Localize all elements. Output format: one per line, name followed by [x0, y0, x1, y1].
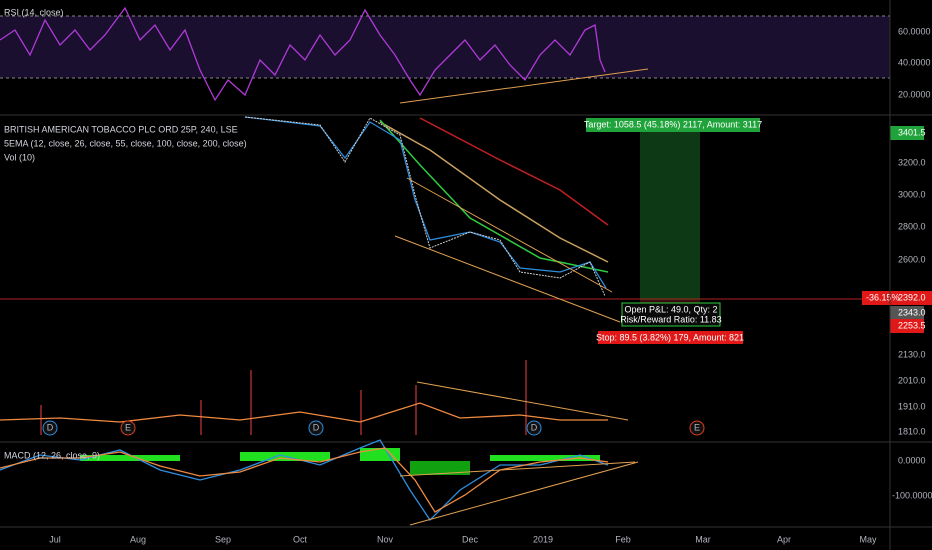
target-price: 3401.5 [898, 127, 926, 137]
price-tick: 3000.0 [898, 189, 926, 199]
time-tick: Jul [49, 534, 61, 544]
macd-title: MACD (12, 26, close, 9) [4, 450, 100, 460]
price-tick: 3200.0 [898, 157, 926, 167]
stop-price-box [890, 319, 924, 333]
time-tick: Aug [130, 534, 146, 544]
ema-55 [379, 119, 609, 273]
target-label: Target: 1058.5 (45.18%) 2117, Amount: 31… [584, 119, 762, 129]
price-tick: 2600.0 [898, 254, 926, 264]
last-change: -36.15% [866, 292, 900, 302]
risk-reward: Risk/Reward Ratio: 11.83 [620, 314, 721, 324]
stop-label: Stop: 89.5 (3.82%) 179, Amount: 821 [596, 332, 744, 342]
time-tick: Oct [293, 534, 308, 544]
ema-100 [379, 121, 609, 263]
time-tick: Mar [695, 534, 711, 544]
event: D [531, 422, 538, 432]
last-price: 2392.0 [898, 292, 926, 302]
event-markers: D E D D E [42, 420, 705, 436]
time-tick: 2019 [533, 534, 553, 544]
ema-200 [419, 117, 609, 226]
volume-ma [0, 402, 608, 423]
macd-hist [80, 448, 600, 475]
ema-legend: 5EMA (12, close, 26, close, 55, close, 1… [4, 138, 247, 148]
event: D [313, 422, 320, 432]
rsi-tick: 40.0000 [898, 57, 931, 67]
event: E [694, 422, 700, 432]
time-tick: Sep [215, 534, 231, 544]
time-tick: Apr [777, 534, 791, 544]
macd-trend [399, 461, 636, 477]
ema-12 [244, 116, 607, 289]
price-tick: 1910.0 [898, 401, 926, 411]
rsi-title: RSI (14, close) [4, 7, 64, 17]
rsi-tick: 20.0000 [898, 89, 931, 99]
pnl-box [621, 302, 721, 327]
volume-bars [40, 360, 527, 435]
event: D [47, 422, 54, 432]
open-pnl: Open P&L: 49.0, Qty: 2 [624, 304, 717, 314]
trend-lower [394, 235, 621, 323]
signal-line [0, 447, 609, 513]
price-tick: 1810.0 [898, 426, 926, 436]
rsi-tick: 60.0000 [898, 26, 931, 36]
stop-price: 2253.5 [898, 320, 926, 330]
price-tick: 2800.0 [898, 221, 926, 231]
macd-tick: 0.0000 [898, 455, 926, 465]
vol-trend [416, 381, 629, 421]
time-axis: Jul Aug Sep Oct Nov Dec 2019 Feb Mar Apr May [49, 534, 877, 544]
time-tick: Feb [615, 534, 631, 544]
target-zone [640, 132, 700, 300]
marker-price-box [890, 306, 924, 320]
trend-upper [406, 177, 613, 293]
price-tick: 2010.0 [898, 375, 926, 385]
vol-legend: Vol (10) [4, 152, 35, 162]
event: E [125, 422, 131, 432]
time-tick: May [859, 534, 877, 544]
last-price-box [862, 291, 932, 305]
time-tick: Dec [462, 534, 479, 544]
price-candles [244, 116, 606, 297]
macd-tick: -100.0000 [892, 490, 932, 500]
rsi-line [0, 6, 606, 102]
marker-price: 2343.0 [898, 307, 926, 317]
rsi-band [0, 16, 890, 78]
macd-trend [409, 461, 639, 526]
target-price-box [890, 126, 924, 140]
rsi-trend [399, 68, 649, 104]
symbol: BRITISH AMERICAN TOBACCO PLC ORD 25P, 24… [4, 124, 238, 134]
price-tick: 2130.0 [898, 349, 926, 359]
time-tick: Nov [377, 534, 394, 544]
target-box [586, 118, 760, 132]
stop-box [598, 331, 743, 344]
